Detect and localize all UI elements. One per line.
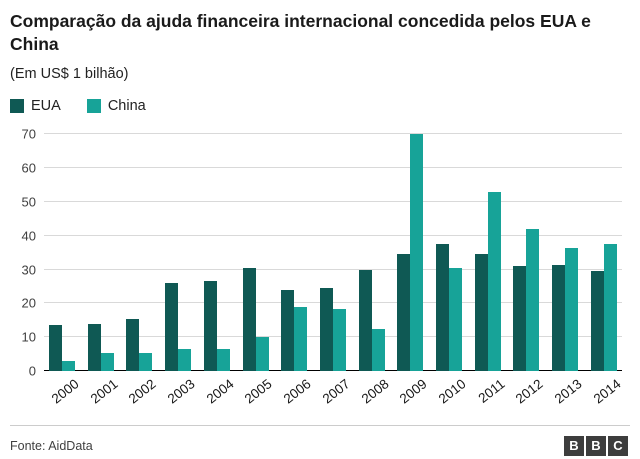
bar-eua-2012 — [513, 266, 527, 372]
legend-swatch-china — [86, 99, 101, 114]
y-tick-label-70: 70 — [21, 126, 36, 142]
bar-eua-2013 — [552, 264, 566, 372]
year-group-2007: 2007 — [319, 134, 353, 407]
year-group-2000: 2000 — [49, 134, 82, 407]
bar-eua-2008 — [358, 269, 372, 372]
bar-eua-2014 — [590, 271, 604, 372]
year-group-2014: 2014 — [590, 134, 623, 407]
bar-china-2012 — [526, 229, 540, 372]
bar-china-2006 — [294, 306, 308, 372]
bar-eua-2011 — [474, 254, 488, 372]
bar-china-2004 — [216, 349, 230, 372]
year-group-2013: 2013 — [552, 134, 585, 407]
year-group-2006: 2006 — [281, 134, 314, 407]
bar-china-2010 — [449, 267, 463, 372]
footer: Fonte: AidData B B C — [10, 425, 630, 459]
year-group-2004: 2004 — [203, 134, 236, 407]
bar-eua-2004 — [203, 281, 217, 372]
bar-china-2008 — [371, 328, 385, 372]
year-group-2005: 2005 — [242, 134, 275, 407]
y-tick-label-0: 0 — [28, 363, 36, 379]
gridline-50 — [44, 200, 622, 202]
bar-china-2000 — [62, 361, 75, 372]
chart-subtitle: (Em US$ 1 bilhão) — [10, 66, 129, 83]
legend: EUA China — [10, 98, 630, 114]
source-credit: Fonte: AidData — [10, 438, 93, 453]
year-group-2011: 2011 — [474, 134, 507, 406]
bar-china-2002 — [139, 352, 153, 372]
bar-eua-2005 — [242, 267, 256, 372]
year-group-2010: 2010 — [436, 134, 469, 407]
bar-china-2005 — [255, 337, 269, 372]
bar-eua-2000 — [49, 325, 62, 372]
bbc-logo: B B C — [564, 435, 628, 456]
bar-china-2014 — [603, 244, 617, 372]
year-group-2008: 2008 — [358, 134, 391, 407]
y-tick-label-50: 50 — [21, 194, 36, 210]
bar-eua-2001 — [87, 323, 101, 372]
year-group-2009: 2009 — [397, 134, 430, 407]
gridline-40 — [44, 234, 622, 236]
bar-china-2009 — [410, 134, 424, 372]
y-tick-label-30: 30 — [21, 262, 36, 278]
bar-china-2011 — [487, 191, 501, 372]
y-tick-label-10: 10 — [21, 329, 36, 345]
legend-swatch-eua — [10, 99, 24, 114]
bar-eua-2003 — [165, 283, 179, 372]
gridline-30 — [44, 268, 622, 270]
bbc-logo-block-2: B — [586, 435, 606, 456]
legend-item-china: China — [86, 98, 146, 115]
bar-eua-2009 — [397, 254, 411, 372]
bar-eua-2006 — [281, 289, 295, 372]
legend-item-eua: EUA — [10, 98, 61, 114]
year-group-2012: 2012 — [513, 134, 546, 407]
y-tick-label-40: 40 — [21, 228, 36, 244]
y-tick-label-20: 20 — [21, 295, 36, 311]
bar-groups: 2000 2001 2002 2003 2004 2005 2006 2007 2008 2009… — [44, 134, 623, 407]
bbc-logo-block-1: B — [564, 435, 584, 456]
bbc-logo-block-3: C — [608, 435, 628, 456]
chart-area: 0 10 20 30 40 50 60 70 2000 2001 2002 2003 2004 2005 2… — [22, 128, 624, 407]
y-tick-label-60: 60 — [21, 160, 36, 176]
bar-eua-2010 — [436, 244, 450, 372]
bar-china-2003 — [178, 349, 192, 372]
legend-label-china: China — [107, 98, 146, 115]
bar-china-2007 — [332, 308, 346, 372]
gridline-70 — [44, 133, 622, 135]
plot-area: 0 10 20 30 40 50 60 70 2000 2001 2002 2003 2004 2005 2… — [22, 128, 624, 407]
year-group-2002: 2002 — [126, 134, 159, 407]
bar-china-2001 — [100, 352, 114, 372]
bar-eua-2002 — [126, 318, 140, 372]
year-group-2001: 2001 — [87, 134, 120, 407]
gridline-60 — [44, 167, 622, 169]
legend-label-eua: EUA — [31, 98, 61, 115]
gridline-20 — [44, 302, 622, 304]
bar-eua-2007 — [319, 288, 333, 372]
year-group-2003: 2003 — [165, 134, 198, 407]
bar-china-2013 — [565, 247, 579, 372]
chart-title: Comparação da ajuda financeira internaci… — [10, 11, 591, 55]
